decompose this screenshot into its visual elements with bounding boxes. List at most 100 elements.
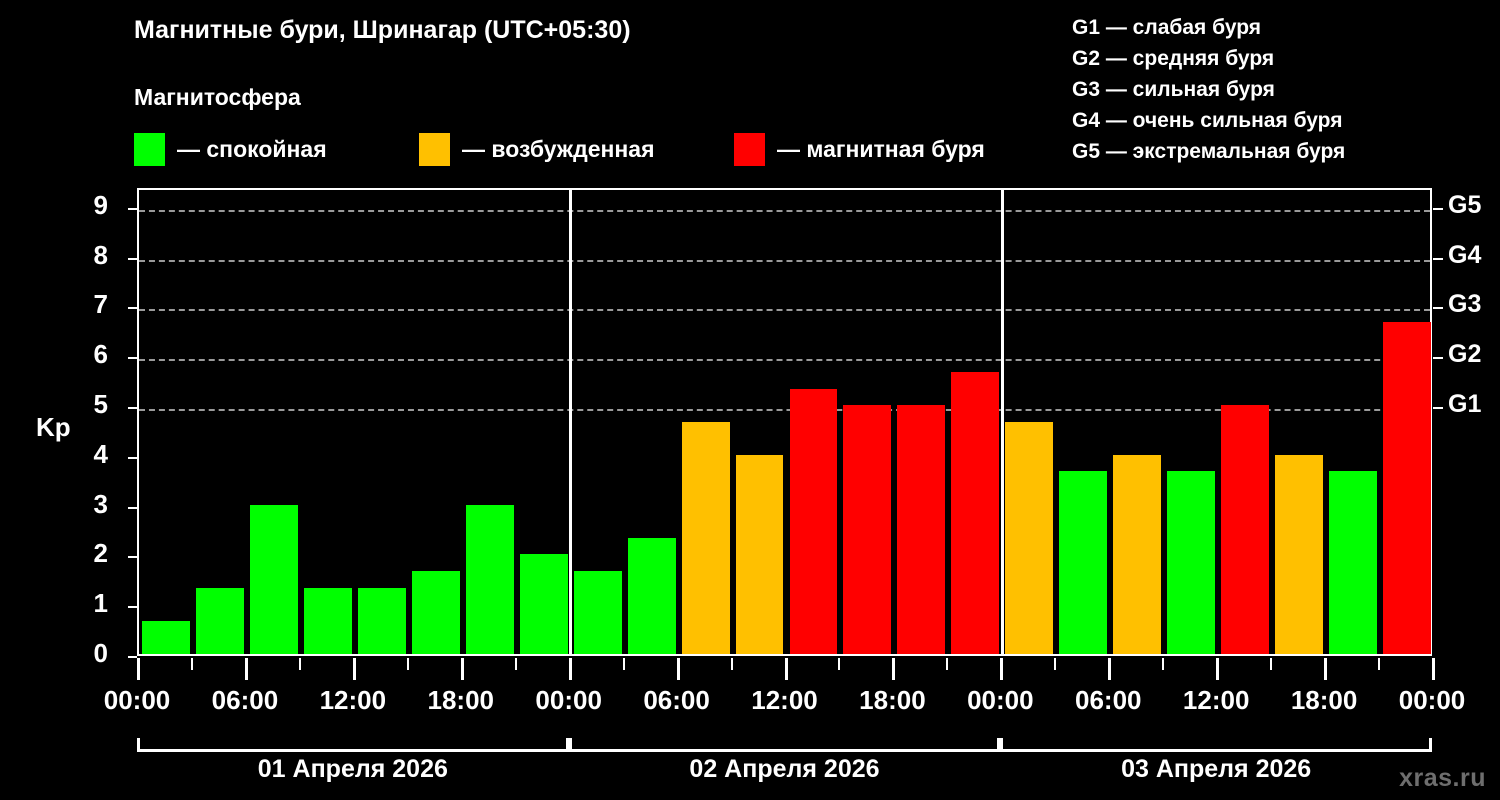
day-separator-1 bbox=[569, 190, 573, 654]
bar-kp[interactable] bbox=[1113, 454, 1162, 654]
bar-kp[interactable] bbox=[1059, 471, 1108, 654]
bar-kp[interactable] bbox=[142, 620, 190, 654]
x-axis-tick-minor bbox=[406, 658, 409, 670]
x-axis-tick-label: 00:00 bbox=[103, 685, 171, 715]
x-axis-tick-label: 12:00 bbox=[319, 685, 387, 715]
x-axis-tick-minor bbox=[622, 658, 625, 670]
y-axis-tick-label: 8 bbox=[93, 239, 108, 270]
y-axis-tick-label: 0 bbox=[93, 638, 108, 668]
x-axis-tick-minor bbox=[730, 658, 733, 670]
bar-kp[interactable] bbox=[627, 538, 676, 654]
day-label-1: 01 Апреля 2026 bbox=[257, 755, 448, 783]
g-axis-tick-label-g5: G5 bbox=[1448, 190, 1482, 219]
x-axis-tick-minor bbox=[190, 658, 193, 670]
y-axis-tick-label: 7 bbox=[93, 289, 108, 320]
watermark: xras.ru bbox=[1399, 764, 1486, 792]
bar-kp[interactable] bbox=[465, 504, 514, 654]
g-axis-tick-label-g2: G2 bbox=[1448, 340, 1482, 369]
x-axis-tick-major bbox=[1216, 658, 1220, 680]
y-axis-tick-label: 6 bbox=[93, 339, 108, 370]
y-axis-tick-label: 4 bbox=[93, 438, 108, 469]
y-axis-tick-mark bbox=[128, 456, 137, 459]
plot-area bbox=[137, 188, 1432, 656]
bar-kp[interactable] bbox=[195, 587, 244, 654]
day-label-2: 02 Апреля 2026 bbox=[689, 755, 880, 783]
x-axis-tick-label: 12:00 bbox=[751, 685, 818, 715]
y-axis-tick-label: 5 bbox=[93, 389, 108, 420]
x-axis-tick-label: 06:00 bbox=[1075, 685, 1142, 715]
gscale-legend-line-4: G4 — очень сильная буря bbox=[1072, 109, 1343, 132]
gridline-kp-6 bbox=[139, 359, 1430, 362]
g-axis-tick-label-g1: G1 bbox=[1448, 390, 1482, 419]
gscale-legend-line-2: G2 — средняя буря bbox=[1072, 47, 1275, 70]
bar-kp[interactable] bbox=[789, 388, 838, 654]
x-axis-tick-label: 18:00 bbox=[859, 685, 926, 715]
gridline-kp-7 bbox=[139, 309, 1430, 312]
g-axis-tick-mark bbox=[1433, 307, 1443, 310]
x-axis-tick-label: 06:00 bbox=[643, 685, 710, 715]
y-axis-tick-mark bbox=[128, 506, 137, 509]
bar-kp[interactable] bbox=[303, 587, 352, 654]
gscale-legend-line-1: G1 — слабая буря bbox=[1072, 16, 1262, 39]
x-axis-tick-label: 12:00 bbox=[1182, 685, 1250, 715]
bar-kp[interactable] bbox=[1221, 405, 1270, 654]
bar-kp[interactable] bbox=[1383, 321, 1431, 654]
bar-kp[interactable] bbox=[1005, 421, 1054, 654]
legend-label: — возбужденная bbox=[462, 135, 655, 162]
bar-kp[interactable] bbox=[249, 504, 298, 654]
g-axis-tick-mark bbox=[1433, 357, 1443, 360]
x-axis-tick-major bbox=[352, 658, 356, 680]
y-axis-tick-label: 9 bbox=[93, 189, 108, 220]
bar-kp[interactable] bbox=[519, 554, 568, 654]
x-axis-tick-major bbox=[892, 658, 896, 680]
legend-label: — магнитная буря bbox=[777, 135, 985, 162]
gridline-kp-9 bbox=[139, 209, 1430, 212]
x-axis-tick-major bbox=[568, 658, 572, 680]
gridline-kp-8 bbox=[139, 259, 1430, 262]
x-axis-tick-major bbox=[1432, 658, 1435, 680]
x-axis-tick-minor bbox=[838, 658, 841, 670]
day-label-3: 03 Апреля 2026 bbox=[1121, 755, 1312, 783]
magnetosphere-section-label: Магнитосфера bbox=[134, 84, 301, 110]
bar-kp[interactable] bbox=[573, 570, 622, 654]
legend-item-unsettled: — возбужденная bbox=[419, 132, 655, 166]
page-title: Магнитные бури, Шринагар (UTC+05:30) bbox=[134, 16, 631, 44]
y-axis-tick-label: 1 bbox=[93, 588, 108, 619]
day-bracket-1 bbox=[137, 738, 569, 752]
bar-kp[interactable] bbox=[357, 587, 406, 654]
bar-kp[interactable] bbox=[1167, 471, 1216, 654]
x-axis-tick-major bbox=[1000, 658, 1004, 680]
gscale-legend: G1 — слабая буря G2 — средняя буря G3 — си… bbox=[1072, 12, 1492, 167]
bar-kp[interactable] bbox=[843, 405, 892, 654]
x-axis-tick-minor bbox=[1270, 658, 1273, 670]
bar-kp[interactable] bbox=[735, 454, 784, 654]
g-axis-tick-label-g3: G3 bbox=[1448, 290, 1482, 319]
bar-kp[interactable] bbox=[1275, 454, 1324, 654]
x-axis-tick-label: 00:00 bbox=[967, 685, 1034, 715]
x-axis-tick-label: 18:00 bbox=[427, 685, 495, 715]
legend-swatch-quiet-icon bbox=[134, 132, 165, 166]
y-axis-tick-mark bbox=[128, 556, 137, 559]
y-axis-tick-mark bbox=[128, 357, 137, 360]
gridline-kp-5 bbox=[139, 409, 1430, 412]
x-axis-tick-major bbox=[1108, 658, 1112, 680]
x-axis-tick-minor bbox=[946, 658, 949, 670]
bar-kp[interactable] bbox=[897, 405, 946, 654]
x-axis-tick-label: 06:00 bbox=[211, 685, 279, 715]
g-axis-tick-mark bbox=[1433, 257, 1443, 260]
x-axis-tick-label: 00:00 bbox=[535, 685, 602, 715]
bar-kp[interactable] bbox=[951, 371, 1000, 654]
y-axis-title: Kp bbox=[36, 412, 71, 442]
g-axis-tick-mark bbox=[1433, 407, 1443, 410]
bar-kp[interactable] bbox=[681, 421, 730, 654]
x-axis-tick-minor bbox=[514, 658, 517, 670]
bar-kp[interactable] bbox=[411, 570, 460, 654]
g-axis-tick-label-g4: G4 bbox=[1448, 240, 1482, 269]
x-axis-tick-major bbox=[137, 658, 140, 680]
gscale-legend-line-3: G3 — сильная буря bbox=[1072, 78, 1275, 101]
x-axis-tick-minor bbox=[1054, 658, 1057, 670]
bar-kp[interactable] bbox=[1329, 471, 1378, 654]
x-axis-tick-major bbox=[460, 658, 464, 680]
day-separator-2 bbox=[1000, 190, 1004, 654]
